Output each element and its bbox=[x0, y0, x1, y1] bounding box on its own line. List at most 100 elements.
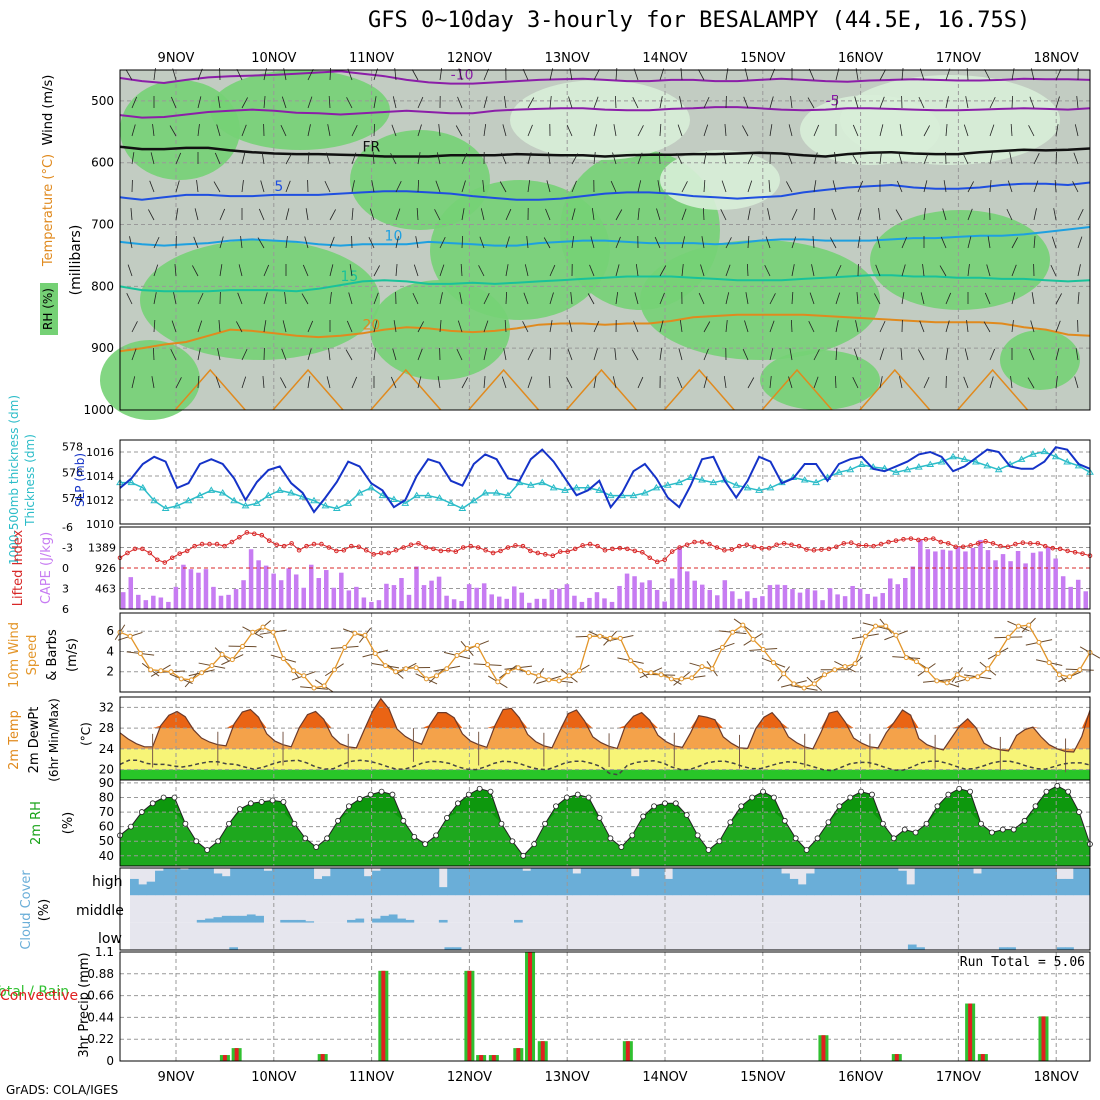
rh-point bbox=[705, 847, 712, 853]
wind-speed-point bbox=[658, 672, 664, 678]
wind-barb bbox=[392, 348, 397, 361]
rh-point bbox=[618, 844, 625, 850]
cape-bar bbox=[737, 598, 743, 609]
lifted-index-point bbox=[356, 544, 362, 550]
cloud-high-bar bbox=[939, 868, 949, 896]
wind-speed-point bbox=[862, 633, 868, 639]
thickness-point bbox=[561, 486, 569, 493]
lifted-index-point bbox=[714, 545, 720, 550]
temperature-axis-label: Temperature (°C) bbox=[41, 154, 56, 267]
thickness-point bbox=[367, 483, 375, 491]
wind-barb bbox=[197, 68, 203, 81]
wind-barb bbox=[285, 208, 290, 221]
lifted-index-point bbox=[938, 539, 944, 545]
cloud-high-bar bbox=[731, 868, 740, 896]
wind-barb bbox=[744, 320, 749, 333]
wind-barb bbox=[571, 208, 576, 221]
wind-barb bbox=[637, 208, 640, 221]
wind-barb bbox=[527, 349, 534, 361]
wind-barb bbox=[307, 96, 313, 109]
cape-bar bbox=[248, 549, 254, 609]
cloud-high-bar bbox=[923, 868, 932, 896]
cape-bar bbox=[865, 593, 870, 609]
cloud-middle-bar bbox=[246, 914, 256, 923]
rh-point bbox=[847, 794, 854, 801]
wind-barb bbox=[813, 376, 819, 389]
cape-bar bbox=[1075, 579, 1081, 609]
cape-bar bbox=[316, 578, 322, 609]
wind-barb bbox=[1076, 96, 1079, 109]
cape-bar bbox=[1068, 586, 1073, 609]
wind-barb bbox=[130, 208, 133, 221]
wind-speed-point bbox=[750, 636, 756, 642]
stability-frame bbox=[119, 526, 1091, 610]
thickness-point bbox=[150, 496, 159, 504]
wind-barb bbox=[218, 320, 221, 333]
lifted-index-point bbox=[751, 544, 757, 550]
wind-barb bbox=[241, 180, 244, 193]
wind-barb bbox=[527, 152, 532, 165]
wind-barb bbox=[610, 180, 617, 193]
isotherm-label: 20 bbox=[363, 317, 381, 333]
grads-credit: GrADS: COLA/IGES bbox=[6, 1083, 119, 1097]
lifted-index-tick: 0 bbox=[62, 562, 69, 575]
wind-barb bbox=[325, 152, 331, 165]
wind-speed-point bbox=[403, 666, 409, 672]
rh-point bbox=[683, 812, 690, 818]
precip-convective-bar bbox=[528, 952, 533, 1061]
wind-barb bbox=[307, 376, 311, 389]
wind-barb bbox=[236, 321, 243, 333]
thickness-point bbox=[435, 494, 444, 501]
wind-barb bbox=[349, 264, 353, 277]
thickness-point bbox=[766, 483, 775, 491]
wind-barb bbox=[241, 348, 248, 361]
thickness-point bbox=[937, 457, 946, 465]
wind-barb bbox=[1055, 151, 1058, 165]
wind-barb bbox=[943, 180, 947, 193]
wind-barb bbox=[590, 236, 595, 249]
wind-barb bbox=[879, 152, 882, 165]
cape-bar bbox=[647, 580, 652, 609]
wind-barb bbox=[434, 209, 441, 221]
cape-bar bbox=[429, 580, 434, 609]
isotherm-25 bbox=[565, 368, 637, 411]
cloud-high-bar bbox=[898, 870, 907, 896]
cloud-high-bar bbox=[1056, 878, 1066, 896]
rh-point bbox=[356, 796, 363, 802]
pressure-tick-label: 700 bbox=[91, 218, 114, 232]
wind-barb bbox=[501, 152, 507, 165]
wind-barb bbox=[329, 264, 334, 277]
bottom-date-label: 12NOV bbox=[447, 1070, 492, 1085]
wind-speed-point bbox=[740, 622, 746, 628]
lifted-index-point bbox=[916, 537, 921, 543]
cape-bar bbox=[263, 565, 269, 609]
wind-speed-point bbox=[505, 669, 511, 675]
wind-barb bbox=[262, 376, 265, 389]
wind-speed-point bbox=[873, 623, 879, 629]
wind-barb bbox=[879, 348, 885, 361]
rh-point bbox=[749, 794, 756, 801]
wind-barb bbox=[659, 292, 665, 305]
wind-barb bbox=[1031, 292, 1035, 305]
rh-point bbox=[269, 797, 276, 804]
wind-barb bbox=[698, 69, 705, 81]
wind-speed-point bbox=[1056, 672, 1062, 678]
cape-bar bbox=[339, 572, 344, 609]
cloud-high-bar bbox=[781, 873, 790, 896]
cloud-middle-bar bbox=[355, 918, 365, 923]
wind-barb bbox=[568, 320, 573, 333]
wind-barb bbox=[984, 292, 991, 305]
lifted-index-point bbox=[274, 542, 279, 548]
lifted-index-point bbox=[729, 547, 735, 552]
wind-tick-label: 2 bbox=[106, 665, 114, 679]
cloud-high-bar bbox=[514, 868, 523, 896]
cloud-high-bar bbox=[380, 868, 390, 896]
rh-point bbox=[738, 803, 745, 810]
lifted-index-point bbox=[199, 541, 205, 547]
wind-barb bbox=[659, 348, 663, 361]
wind-barb bbox=[285, 153, 292, 165]
rh-point bbox=[422, 841, 429, 848]
wind-barb bbox=[923, 208, 926, 221]
wind-barb bbox=[725, 264, 731, 277]
